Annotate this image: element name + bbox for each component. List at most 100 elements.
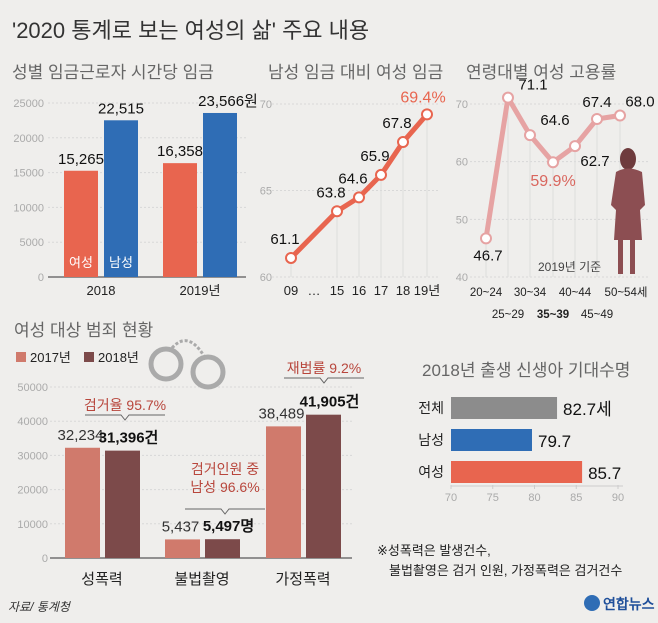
x-tick-label: 2019년 [180, 283, 221, 298]
data-label: 69.4% [400, 89, 445, 106]
data-label: 79.7 [538, 432, 571, 451]
data-label: 63.8 [316, 184, 345, 201]
y-tick-label: 20000 [17, 485, 48, 497]
source-label: 자료/ 통계청 [8, 600, 72, 614]
category-label: 남성 [418, 432, 444, 448]
data-point [285, 251, 297, 264]
body [611, 168, 645, 240]
data-point [375, 168, 387, 181]
bar [451, 429, 532, 451]
data-label: 41,905건 [300, 394, 360, 411]
y-tick-label: 40 [456, 272, 468, 284]
chart-title: 여성 대상 범죄 현황 [14, 321, 153, 340]
data-label: 46.7 [473, 247, 502, 264]
data-point [569, 140, 581, 153]
x-tick-label: 17 [374, 283, 388, 298]
data-label: 85.7 [588, 464, 621, 483]
bar [451, 397, 558, 419]
legend-label: 2018년 [98, 350, 139, 365]
x-tick-label: 85 [570, 492, 582, 504]
leg [618, 240, 623, 274]
data-label: 5,497명 [203, 517, 254, 535]
annotation-text: 남성 96.6% [190, 479, 259, 495]
data-label: 38,489 [259, 405, 305, 422]
page-title: '2020 통계로 보는 여성의 삶' 주요 내용 [12, 18, 369, 43]
x-tick-label: 19년 [414, 283, 440, 298]
y-tick-label: 60 [456, 157, 468, 169]
data-label: 31,396건 [99, 430, 159, 447]
x-tick-label: 70 [445, 492, 457, 504]
y-tick-label: 10000 [17, 519, 48, 531]
handcuffs-icon [148, 339, 226, 390]
y-tick-label: 40000 [17, 416, 48, 428]
x-tick-label: 45~49 [581, 309, 613, 321]
x-tick-label: 18 [396, 283, 410, 298]
cuff [190, 354, 226, 390]
data-point [480, 232, 492, 245]
bar-female [163, 163, 197, 277]
woman-illustration-icon [611, 148, 645, 274]
data-label: 62.7 [580, 153, 609, 170]
note-line-2: 불법촬영은 검거 인원, 가정폭력은 검거건수 [389, 563, 622, 578]
x-tick-label: 30~34 [514, 287, 547, 299]
data-point [547, 156, 559, 169]
bar-2017년 [266, 426, 301, 558]
y-tick-label: 15000 [13, 168, 44, 180]
logo-text: 연합뉴스 [603, 596, 655, 612]
x-tick-label: 불법촬영 [174, 571, 229, 588]
x-tick-label: 15 [330, 283, 344, 298]
y-tick-label: 70 [260, 99, 272, 111]
data-point [591, 112, 603, 125]
annotation-bracket [284, 377, 364, 384]
cuff [148, 346, 184, 382]
crime-chart: 여성 대상 범죄 현황 2017년 2018년 0 10000 20000 30000 400… [14, 321, 364, 588]
y-tick-label: 65 [260, 186, 272, 198]
data-point [331, 205, 343, 218]
category-label: 전체 [418, 400, 444, 416]
data-label: 23,566원 [198, 93, 258, 110]
data-label: 82.7세 [563, 400, 612, 419]
bar-2017년 [165, 539, 200, 558]
annotation: 2019년 기준 [538, 260, 601, 274]
bar-2017년 [65, 447, 100, 558]
data-label: 64.6 [338, 170, 367, 187]
annotation-text: 검거율 95.7% [84, 397, 166, 413]
data-point [524, 129, 536, 142]
data-label: 71.1 [518, 77, 547, 94]
data-label: 32,234 [58, 427, 104, 444]
legend-label: 2017년 [30, 350, 71, 365]
y-tick-label: 20000 [13, 133, 44, 145]
bar-male [104, 120, 138, 278]
data-label: 15,265 [58, 151, 104, 168]
y-tick-label: 60 [260, 272, 272, 284]
bar [451, 461, 583, 483]
x-tick-label: 75 [487, 492, 499, 504]
x-tick-label: 25~29 [492, 309, 524, 321]
x-tick-label: 80 [528, 492, 540, 504]
bar-2018년 [306, 414, 341, 558]
wage-chart: 성별 임금근로자 시간당 임금 0 5000 10000 15000 20000 25000… [12, 63, 258, 298]
logo-icon [584, 595, 600, 611]
axis-gap-label: … [308, 283, 321, 298]
chain [170, 339, 206, 357]
x-tick-label: 50~54세 [605, 286, 648, 299]
chart-title: 성별 임금근로자 시간당 임금 [12, 63, 214, 82]
y-tick-label: 25000 [13, 98, 44, 110]
data-point [614, 109, 626, 122]
note-line-1: ※성폭력은 발생건수, [377, 543, 491, 558]
data-label: 68.0 [625, 94, 654, 111]
data-point [421, 108, 433, 121]
data-label: 67.4 [582, 94, 611, 111]
y-tick-label: 10000 [13, 202, 44, 214]
x-tick-label: 2018 [87, 283, 116, 298]
data-label: 59.9% [530, 173, 575, 190]
head [620, 148, 636, 170]
annotation-bracket [185, 508, 265, 515]
data-point [397, 136, 409, 149]
chart-title: 연령대별 여성 고용률 [466, 63, 616, 82]
legend-swatch [16, 352, 26, 362]
y-tick-label: 30000 [17, 450, 48, 462]
data-label: 22,515 [98, 100, 144, 117]
bar-2018년 [205, 539, 240, 558]
